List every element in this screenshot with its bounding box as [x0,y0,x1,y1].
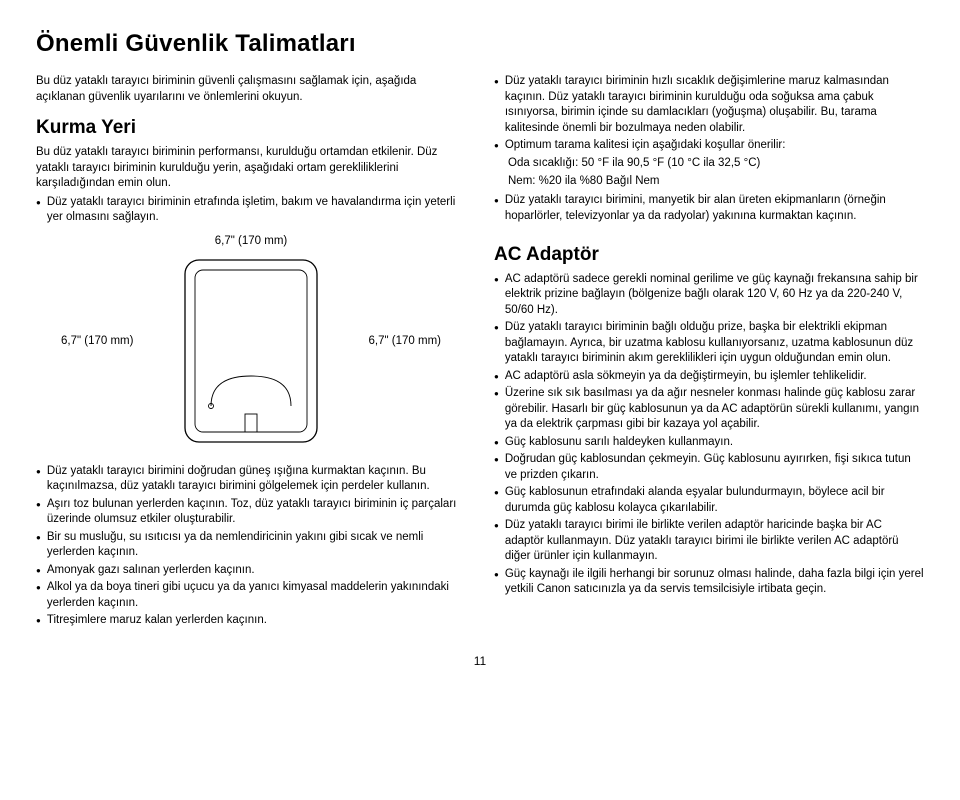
page-number: 11 [36,653,924,669]
ac-b6: Doğrudan güç kablosundan çekmeyin. Güç k… [494,452,924,483]
diagram-label-left: 6,7" (170 mm) [61,334,133,350]
scanner-icon [181,256,321,446]
left-b5: Amonyak gazı salınan yerlerden kaçının. [36,563,466,579]
right-top-b2: Optimum tarama kalitesi için aşağıdaki k… [494,138,924,154]
diagram-label-right: 6,7" (170 mm) [369,334,441,350]
kurma-b1: Düz yataklı tarayıcı biriminin etrafında… [36,195,466,226]
kurma-p1: Bu düz yataklı tarayıcı biriminin perfor… [36,145,466,192]
left-b4: Bir su musluğu, su ısıtıcısı ya da nemle… [36,530,466,561]
right-top-b3: Düz yataklı tarayıcı birimini, manyetik … [494,193,924,224]
content-columns: Bu düz yataklı tarayıcı biriminin güvenl… [36,74,924,630]
right-column: Düz yataklı tarayıcı biriminin hızlı sıc… [494,74,924,630]
left-b6: Alkol ya da boya tineri gibi uçucu ya da… [36,580,466,611]
clearance-diagram: 6,7" (170 mm) 6,7" (170 mm) 6,7" (170 mm… [61,234,441,454]
ac-b2: Düz yataklı tarayıcı biriminin bağlı old… [494,320,924,367]
right-top-b1: Düz yataklı tarayıcı biriminin hızlı sıc… [494,74,924,136]
kurma-heading: Kurma Yeri [36,115,466,141]
diagram-label-top: 6,7" (170 mm) [61,234,441,250]
ac-b1: AC adaptörü sadece gerekli nominal geril… [494,272,924,319]
page-title: Önemli Güvenlik Talimatları [36,28,924,60]
ac-b7: Güç kablosunun etrafındaki alanda eşyala… [494,485,924,516]
ac-b4: Üzerine sık sık basılması ya da ağır nes… [494,386,924,433]
left-b3: Aşırı toz bulunan yerlerden kaçının. Toz… [36,497,466,528]
intro-text: Bu düz yataklı tarayıcı biriminin güvenl… [36,74,466,105]
left-b2: Düz yataklı tarayıcı birimini doğrudan g… [36,464,466,495]
left-b7: Titreşimlere maruz kalan yerlerden kaçın… [36,613,466,629]
left-column: Bu düz yataklı tarayıcı biriminin güvenl… [36,74,466,630]
right-top-b2b: Nem: %20 ila %80 Bağıl Nem [508,174,924,190]
ac-b3: AC adaptörü asla sökmeyin ya da değiştir… [494,369,924,385]
ac-b5: Güç kablosunu sarılı haldeyken kullanmay… [494,435,924,451]
ac-heading: AC Adaptör [494,242,924,268]
ac-b9: Güç kaynağı ile ilgili herhangi bir soru… [494,567,924,598]
ac-b8: Düz yataklı tarayıcı birimi ile birlikte… [494,518,924,565]
right-top-b2a: Oda sıcaklığı: 50 °F ila 90,5 °F (10 °C … [508,156,924,172]
